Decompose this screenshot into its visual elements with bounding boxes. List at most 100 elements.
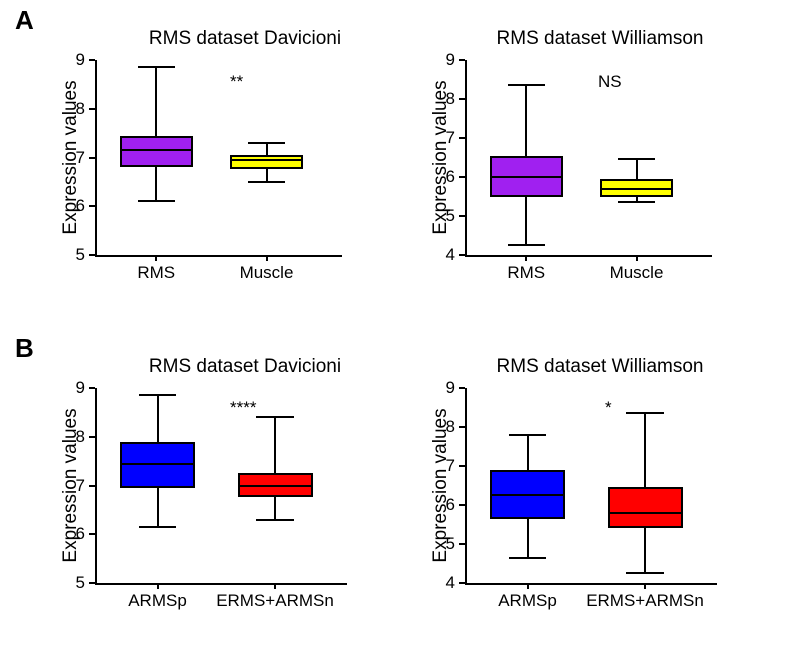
y-tick-label: 5	[63, 245, 85, 265]
y-tick	[89, 485, 95, 487]
y-tick-label: 8	[63, 427, 85, 447]
median-line	[600, 188, 674, 190]
median-line	[490, 176, 564, 178]
whisker-upper	[525, 85, 527, 155]
whisker-cap-upper	[618, 158, 655, 160]
whisker-upper	[157, 395, 159, 441]
whisker-upper	[266, 143, 268, 155]
y-tick-label: 4	[433, 245, 455, 265]
whisker-cap-upper	[138, 66, 175, 68]
y-tick-label: 8	[433, 89, 455, 109]
y-tick	[89, 108, 95, 110]
y-tick	[89, 254, 95, 256]
y-tick-label: 8	[433, 417, 455, 437]
whisker-cap-lower	[626, 572, 664, 574]
whisker-cap-upper	[139, 394, 177, 396]
y-tick	[89, 59, 95, 61]
whisker-cap-upper	[256, 416, 294, 418]
whisker-lower	[525, 195, 527, 246]
whisker-cap-lower	[139, 526, 177, 528]
y-tick-label: 5	[433, 206, 455, 226]
box	[120, 136, 194, 167]
chart-title: RMS dataset Davicioni	[115, 28, 375, 50]
whisker-cap-lower	[509, 557, 547, 559]
y-tick	[89, 387, 95, 389]
median-line	[230, 159, 304, 161]
y-tick	[459, 465, 465, 467]
y-tick	[89, 533, 95, 535]
x-tick	[636, 255, 638, 261]
whisker-cap-upper	[626, 412, 664, 414]
chart-title: RMS dataset Williamson	[470, 356, 730, 378]
y-tick-label: 5	[433, 534, 455, 554]
y-tick-label: 7	[433, 128, 455, 148]
whisker-cap-lower	[256, 519, 294, 521]
box	[230, 155, 304, 169]
y-tick	[459, 254, 465, 256]
whisker-lower	[527, 517, 529, 558]
median-line	[238, 485, 313, 487]
panel-label: A	[15, 5, 34, 36]
x-tick-label: ERMS+ARMSn	[575, 591, 715, 611]
y-tick-label: 9	[63, 378, 85, 398]
whisker-lower	[157, 486, 159, 527]
median-line	[490, 494, 565, 496]
y-tick	[459, 59, 465, 61]
y-tick	[459, 98, 465, 100]
whisker-cap-upper	[248, 142, 285, 144]
x-tick	[527, 583, 529, 589]
y-tick-label: 4	[433, 573, 455, 593]
whisker-upper	[155, 67, 157, 135]
x-tick-label: ERMS+ARMSn	[205, 591, 345, 611]
whisker-upper	[644, 413, 646, 487]
whisker-cap-lower	[508, 244, 545, 246]
y-tick	[459, 215, 465, 217]
y-tick-label: 7	[63, 148, 85, 168]
median-line	[608, 512, 683, 514]
panel-label: B	[15, 333, 34, 364]
significance-label: **	[230, 72, 243, 92]
y-tick	[459, 504, 465, 506]
x-tick	[266, 255, 268, 261]
x-tick-label: Muscle	[197, 263, 337, 283]
x-tick	[644, 583, 646, 589]
whisker-cap-lower	[618, 201, 655, 203]
y-tick	[459, 137, 465, 139]
y-tick-label: 6	[433, 167, 455, 187]
y-tick-label: 6	[63, 196, 85, 216]
whisker-lower	[274, 495, 276, 519]
box	[120, 442, 195, 488]
whisker-cap-lower	[248, 181, 285, 183]
y-tick	[459, 582, 465, 584]
chart-title: RMS dataset Davicioni	[115, 356, 375, 378]
x-tick	[155, 255, 157, 261]
y-tick-label: 8	[63, 99, 85, 119]
y-tick-label: 7	[63, 476, 85, 496]
chart-title: RMS dataset Williamson	[470, 28, 730, 50]
x-tick	[157, 583, 159, 589]
y-tick	[89, 436, 95, 438]
whisker-cap-upper	[509, 434, 547, 436]
whisker-cap-upper	[508, 84, 545, 86]
y-tick	[459, 176, 465, 178]
y-tick	[89, 582, 95, 584]
median-line	[120, 463, 195, 465]
figure-root: ARMS dataset DavicioniExpression values5…	[0, 0, 787, 658]
y-tick	[89, 205, 95, 207]
x-tick	[525, 255, 527, 261]
median-line	[120, 149, 194, 151]
significance-label: *	[605, 398, 612, 418]
y-tick	[89, 157, 95, 159]
y-tick-label: 7	[433, 456, 455, 476]
y-tick-label: 9	[433, 50, 455, 70]
y-tick	[459, 387, 465, 389]
y-tick	[459, 543, 465, 545]
whisker-lower	[644, 526, 646, 573]
whisker-upper	[527, 435, 529, 470]
y-tick-label: 5	[63, 573, 85, 593]
whisker-upper	[274, 417, 276, 473]
y-tick	[459, 426, 465, 428]
y-tick-label: 9	[63, 50, 85, 70]
significance-label: NS	[598, 72, 622, 92]
whisker-cap-lower	[138, 200, 175, 202]
